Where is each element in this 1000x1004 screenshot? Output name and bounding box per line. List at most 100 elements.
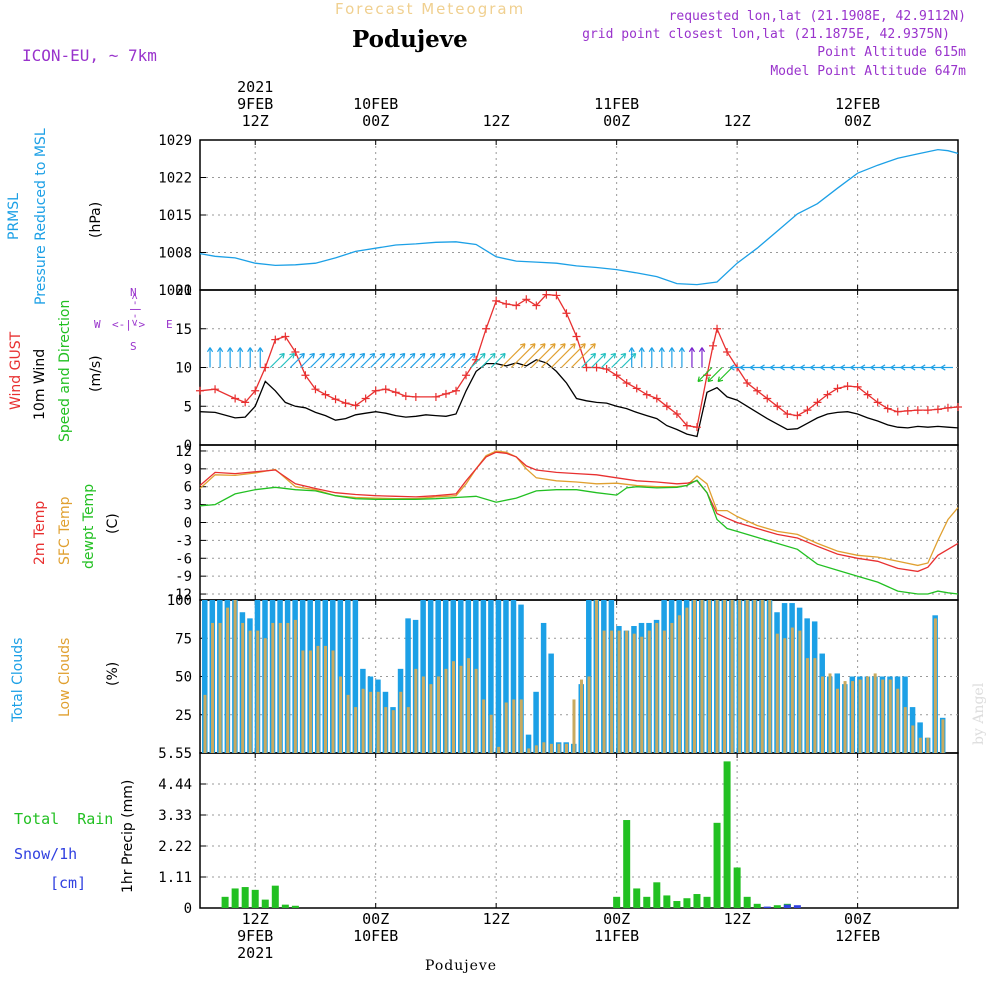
rain-label: Rain [77,810,114,828]
compass-east: E [166,318,173,331]
rain-bar [221,896,229,908]
wind-direction-arrow [237,347,244,368]
wind-direction-arrow [370,352,386,368]
wind-direction-arrow [257,347,264,368]
rain-bar [271,885,279,908]
arrow-head [840,364,846,371]
wind-direction-arrow [510,343,536,368]
low-clouds-label: Low Clouds [57,637,73,717]
gust-label: Wind GUST [8,331,24,410]
low-cloud-bar [241,622,245,753]
gust-marker [803,406,812,415]
rain-bar [261,899,269,908]
low-cloud-bar [429,684,433,753]
low-cloud-bar [308,650,312,753]
snow-bar [793,905,801,908]
gust-marker [843,382,852,391]
time-label-line: 11FEB [594,927,640,945]
snow-unit: [cm] [50,874,87,892]
wind-direction-arrow [206,347,214,368]
arrow-shaft [310,353,325,368]
wind-direction-arrow [697,367,713,383]
wind-unit: (m/s) [88,355,104,392]
low-cloud-bar [730,600,734,753]
time-label-line: 2021 [237,78,274,96]
arrow-shaft [697,367,713,382]
arrow-head [880,364,886,371]
gust-marker [612,371,621,380]
rain-bar [773,905,781,908]
arrow-head [688,347,696,353]
y-tick-label: 75 [175,631,192,647]
wind-direction-arrow [247,347,254,368]
y-tick-label: 10 [175,361,192,377]
arrow-head [780,364,785,371]
arrow-head [590,343,596,349]
low-cloud-bar [602,630,606,753]
y-tick-label: 12 [175,444,192,460]
panel-4: 0 1.11 2.22 3.33 4.44 5.55 [158,746,959,917]
wind-direction-arrow [591,352,607,368]
low-cloud-bar [888,679,892,753]
wind-direction-arrow [910,364,923,371]
gust-marker [271,335,280,344]
low-cloud-bar [843,681,847,753]
arrow-shaft [601,353,617,368]
wind-direction-arrow [320,352,336,368]
gust-marker [662,402,671,411]
low-cloud-bar [406,707,410,753]
top-time-label: 12Z [687,113,787,130]
arrow-head [399,352,406,359]
arrow-head [216,347,224,353]
gust-line [199,293,959,428]
gust-marker [231,394,240,403]
gust-marker [492,296,501,305]
gust-marker [522,295,531,304]
arrow-shaft [279,353,295,368]
gust-marker [381,385,390,394]
arrow-shaft [350,353,366,368]
bottom-time-label: 00Z 10FEB [326,911,426,945]
wind-speed-line [199,359,959,438]
pressure-label: PRMSL [6,193,22,240]
wind-direction-arrow [299,352,315,368]
arrow-head [810,364,816,371]
gust-marker [622,379,631,387]
wind-direction-arrow [490,352,506,368]
gust-marker [582,363,591,372]
top-time-label: 10FEB 00Z [326,96,426,130]
time-label-line: 10FEB [353,95,399,113]
arrow-head [697,376,704,383]
arrow-shaft [591,353,606,368]
rain-bar [703,896,711,908]
low-cloud-bar [421,676,425,753]
wind-direction-arrow [780,364,793,371]
arrow-head [369,352,376,359]
arrow-head [658,347,665,353]
total-cloud-bar [405,618,411,753]
gust-marker [793,411,802,420]
arrow-head [389,352,396,359]
wind-direction-arrow [550,343,576,368]
gust-marker [441,389,450,398]
low-cloud-bar [595,600,599,753]
arrow-shaft [410,353,426,368]
y-tick-label: 4.44 [158,777,192,793]
wind-direction-arrow [648,347,655,368]
y-tick-label: -9 [175,569,192,585]
gust-marker [753,386,762,395]
low-cloud-bar [557,743,561,753]
top-time-label: 11FEB 00Z [567,96,667,130]
point-altitude: Point Altitude 615m [817,45,966,60]
low-cloud-bar [580,679,584,753]
dewpt-line [199,479,959,595]
wind-direction-arrow [601,352,617,368]
low-cloud-bar [384,707,388,753]
bottom-time-label: 00Z 12FEB [808,911,908,945]
gust-marker [692,423,701,432]
wind-direction-arrow [890,364,903,371]
low-cloud-bar [775,633,779,753]
arrow-head [930,364,936,371]
low-cloud-bar [828,673,832,753]
gust-marker [853,382,862,391]
